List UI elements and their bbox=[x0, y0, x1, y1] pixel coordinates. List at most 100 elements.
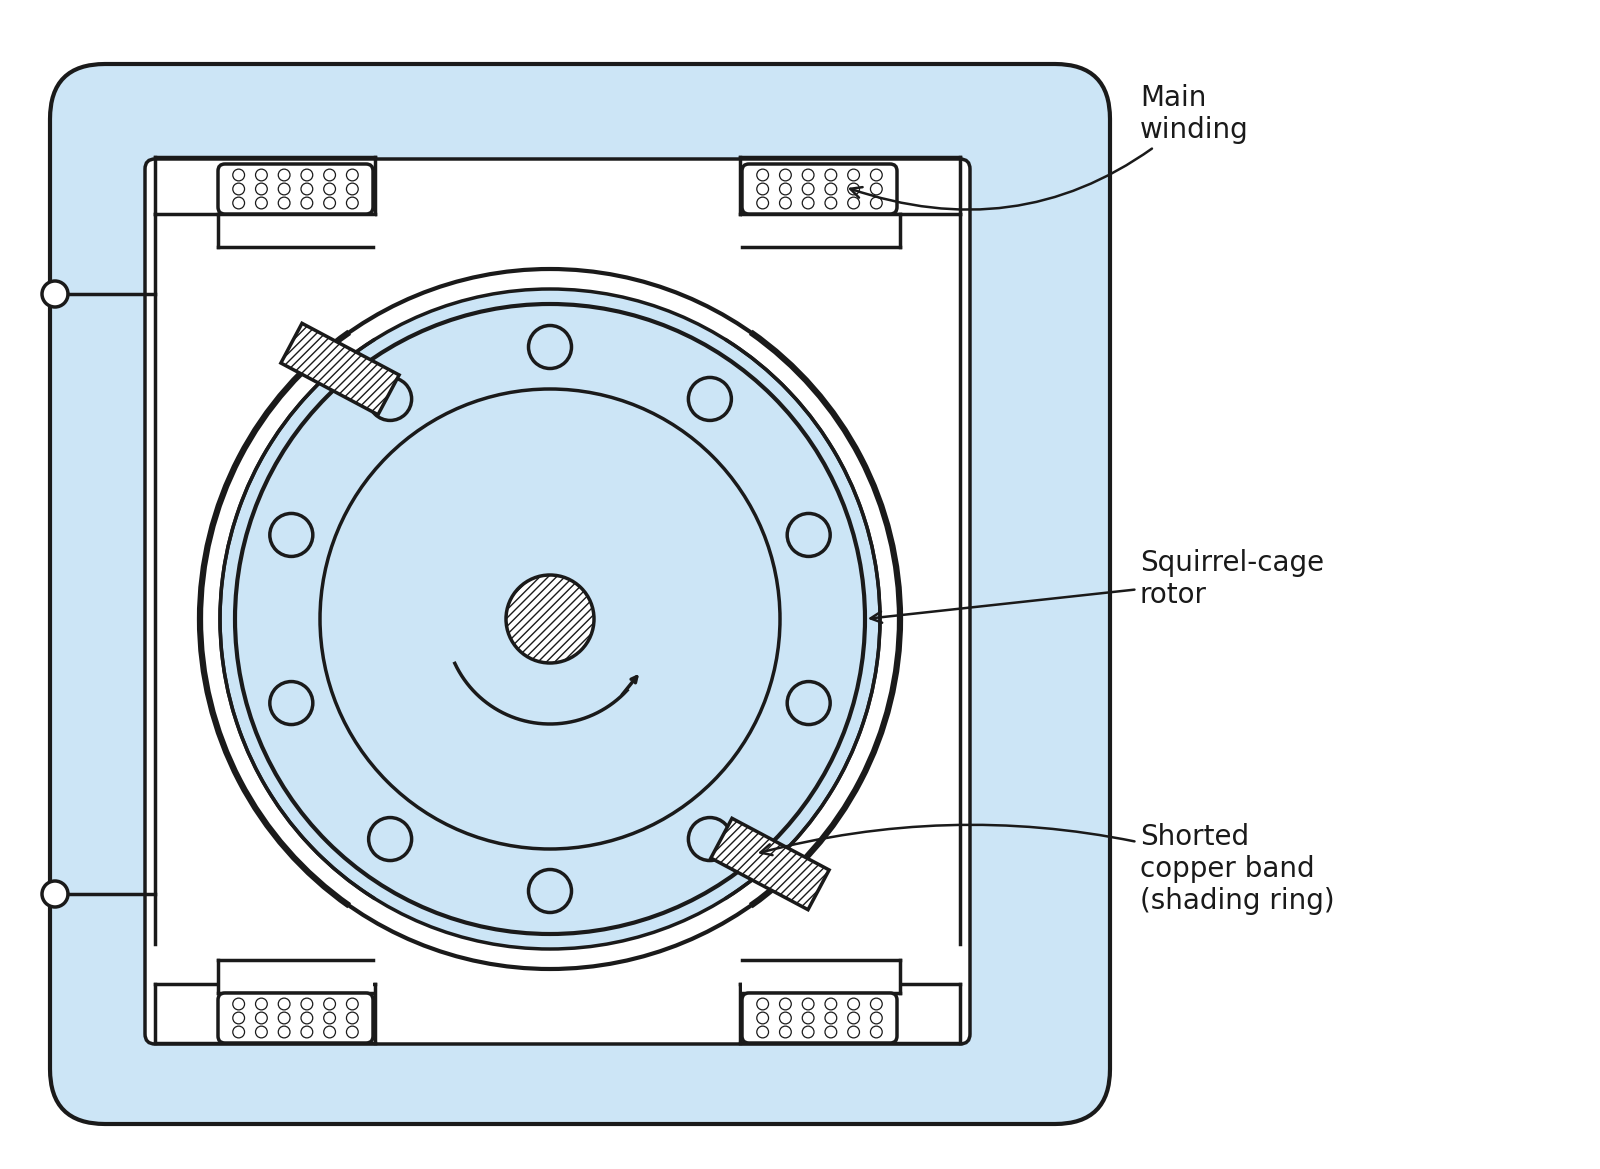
Circle shape bbox=[323, 184, 336, 195]
Text: Squirrel-cage
rotor: Squirrel-cage rotor bbox=[870, 548, 1325, 623]
Circle shape bbox=[347, 198, 358, 209]
Circle shape bbox=[256, 184, 267, 195]
Polygon shape bbox=[742, 214, 899, 247]
Circle shape bbox=[200, 269, 899, 969]
Circle shape bbox=[779, 198, 792, 209]
Circle shape bbox=[848, 998, 859, 1010]
Circle shape bbox=[221, 289, 880, 949]
Circle shape bbox=[779, 1012, 792, 1024]
Circle shape bbox=[278, 198, 290, 209]
Circle shape bbox=[757, 1012, 768, 1024]
Circle shape bbox=[232, 170, 245, 181]
Circle shape bbox=[323, 198, 336, 209]
Circle shape bbox=[347, 170, 358, 181]
FancyBboxPatch shape bbox=[218, 992, 373, 1043]
Circle shape bbox=[368, 378, 411, 421]
Polygon shape bbox=[221, 214, 374, 238]
Circle shape bbox=[256, 198, 267, 209]
Circle shape bbox=[779, 184, 792, 195]
Circle shape bbox=[870, 170, 882, 181]
Circle shape bbox=[787, 682, 830, 725]
Circle shape bbox=[270, 682, 314, 725]
Circle shape bbox=[347, 1026, 358, 1038]
Circle shape bbox=[301, 198, 312, 209]
FancyBboxPatch shape bbox=[742, 164, 898, 214]
Polygon shape bbox=[282, 324, 398, 415]
Circle shape bbox=[528, 325, 571, 368]
FancyBboxPatch shape bbox=[742, 992, 898, 1043]
Circle shape bbox=[347, 184, 358, 195]
Circle shape bbox=[779, 1026, 792, 1038]
Circle shape bbox=[688, 817, 731, 860]
Circle shape bbox=[757, 1026, 768, 1038]
Circle shape bbox=[757, 998, 768, 1010]
Circle shape bbox=[802, 998, 814, 1010]
Circle shape bbox=[802, 184, 814, 195]
Circle shape bbox=[802, 1012, 814, 1024]
Circle shape bbox=[323, 998, 336, 1010]
Circle shape bbox=[826, 998, 837, 1010]
Circle shape bbox=[256, 170, 267, 181]
Circle shape bbox=[757, 170, 768, 181]
Circle shape bbox=[232, 1012, 245, 1024]
Circle shape bbox=[301, 184, 312, 195]
Circle shape bbox=[323, 1012, 336, 1024]
Circle shape bbox=[256, 998, 267, 1010]
Circle shape bbox=[347, 1012, 358, 1024]
Circle shape bbox=[848, 1012, 859, 1024]
Circle shape bbox=[301, 998, 312, 1010]
Circle shape bbox=[802, 1026, 814, 1038]
Circle shape bbox=[347, 998, 358, 1010]
Circle shape bbox=[301, 170, 312, 181]
Circle shape bbox=[232, 198, 245, 209]
Circle shape bbox=[42, 881, 67, 907]
FancyBboxPatch shape bbox=[218, 164, 373, 214]
Circle shape bbox=[870, 198, 882, 209]
Circle shape bbox=[506, 575, 594, 663]
Circle shape bbox=[826, 184, 837, 195]
Circle shape bbox=[757, 198, 768, 209]
Circle shape bbox=[528, 870, 571, 913]
Circle shape bbox=[323, 1026, 336, 1038]
Circle shape bbox=[270, 513, 314, 556]
Circle shape bbox=[870, 1012, 882, 1024]
Circle shape bbox=[278, 1026, 290, 1038]
Circle shape bbox=[301, 1012, 312, 1024]
Circle shape bbox=[688, 378, 731, 421]
Circle shape bbox=[848, 184, 859, 195]
Circle shape bbox=[826, 198, 837, 209]
Circle shape bbox=[826, 1026, 837, 1038]
Circle shape bbox=[826, 1012, 837, 1024]
Polygon shape bbox=[710, 818, 829, 909]
Circle shape bbox=[368, 817, 411, 860]
Circle shape bbox=[256, 1026, 267, 1038]
Polygon shape bbox=[218, 214, 373, 247]
Circle shape bbox=[232, 184, 245, 195]
Polygon shape bbox=[742, 960, 899, 992]
Circle shape bbox=[787, 513, 830, 556]
Circle shape bbox=[870, 184, 882, 195]
Circle shape bbox=[232, 1026, 245, 1038]
Circle shape bbox=[870, 998, 882, 1010]
Text: Main
winding: Main winding bbox=[850, 84, 1248, 209]
Circle shape bbox=[802, 170, 814, 181]
Circle shape bbox=[278, 998, 290, 1010]
Text: Shorted
copper band
(shading ring): Shorted copper band (shading ring) bbox=[760, 823, 1334, 915]
Circle shape bbox=[235, 304, 866, 934]
Circle shape bbox=[848, 198, 859, 209]
Circle shape bbox=[42, 281, 67, 307]
Polygon shape bbox=[218, 960, 373, 992]
FancyBboxPatch shape bbox=[146, 159, 970, 1044]
Circle shape bbox=[278, 184, 290, 195]
Circle shape bbox=[848, 170, 859, 181]
Circle shape bbox=[779, 998, 792, 1010]
Circle shape bbox=[870, 1026, 882, 1038]
Circle shape bbox=[848, 1026, 859, 1038]
Circle shape bbox=[301, 1026, 312, 1038]
Circle shape bbox=[826, 170, 837, 181]
Circle shape bbox=[779, 170, 792, 181]
Circle shape bbox=[320, 389, 781, 849]
Circle shape bbox=[256, 1012, 267, 1024]
Circle shape bbox=[232, 998, 245, 1010]
Circle shape bbox=[802, 198, 814, 209]
